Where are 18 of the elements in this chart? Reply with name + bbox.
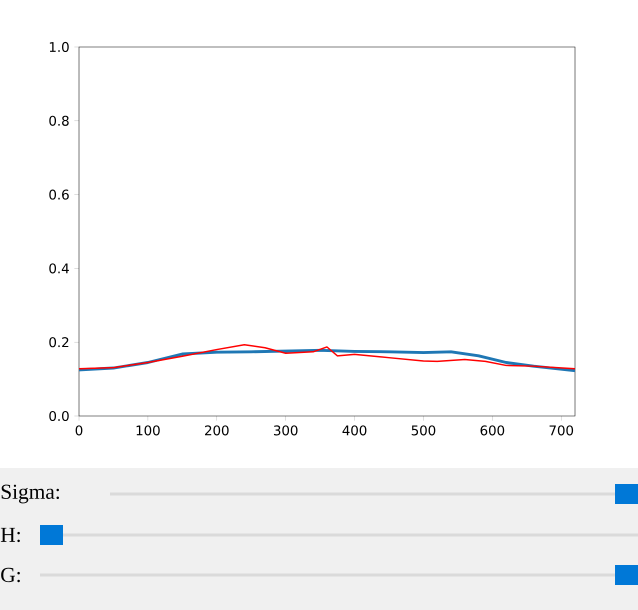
- x-tick-label: 400: [342, 425, 366, 436]
- y-tick-label: 0.8: [49, 116, 69, 126]
- x-tick-label: 700: [550, 425, 574, 436]
- x-tick-label: 600: [480, 425, 504, 436]
- text: G:: [1, 568, 20, 582]
- x-tick-label: 0: [76, 425, 82, 436]
- text: Sigma:: [2, 484, 59, 504]
- line-series: [79, 344, 576, 370]
- x-tick-label: 200: [205, 425, 229, 436]
- x-tick-label: 500: [412, 425, 436, 436]
- y-tick-label: 0.0: [49, 410, 69, 422]
- text: H:: [0, 528, 20, 542]
- y-tick-label: 0.6: [49, 190, 69, 200]
- y-tick-label: 0.4: [49, 263, 69, 274]
- x-tick-label: 300: [274, 425, 298, 436]
- y-tick-label: 1.0: [50, 42, 69, 52]
- y-tick-label: 0.2: [49, 337, 68, 348]
- x-tick-label: 100: [136, 425, 160, 436]
